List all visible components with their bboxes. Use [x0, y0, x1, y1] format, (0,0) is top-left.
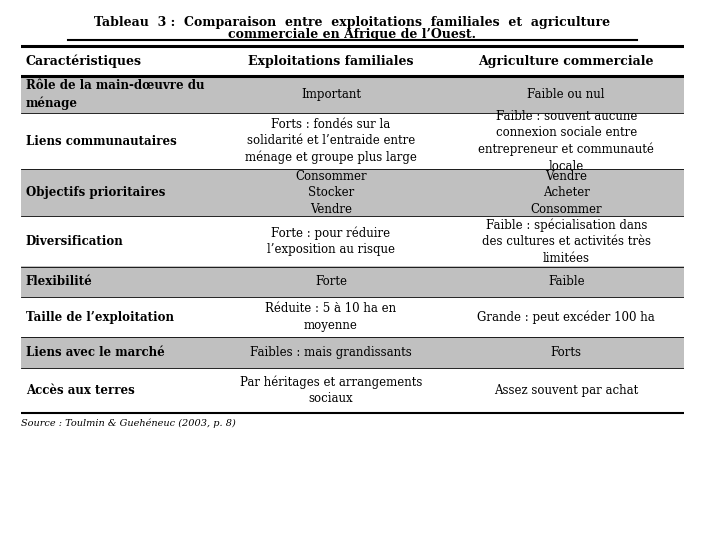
Text: Consommer
Stocker
Vendre: Consommer Stocker Vendre: [295, 170, 367, 216]
Text: Faible: Faible: [548, 276, 584, 288]
Text: Rôle de la main-dœuvre du
ménage: Rôle de la main-dœuvre du ménage: [26, 79, 204, 110]
Text: Source : Toulmin & Guehéneuc (2003, p. 8): Source : Toulmin & Guehéneuc (2003, p. 8…: [21, 419, 236, 429]
Text: Assez souvent par achat: Assez souvent par achat: [494, 384, 638, 397]
Text: Forts: Forts: [551, 346, 582, 359]
Text: Forts : fondés sur la
solidarité et l’entraide entre
ménage et groupe plus large: Forts : fondés sur la solidarité et l’en…: [245, 118, 417, 165]
Text: Taille de l’exploitation: Taille de l’exploitation: [26, 311, 174, 324]
Text: Caractéristiques: Caractéristiques: [26, 54, 142, 68]
Bar: [21, 76, 684, 113]
Text: Agriculture commerciale: Agriculture commerciale: [479, 55, 654, 68]
Text: Par héritages et arrangements
sociaux: Par héritages et arrangements sociaux: [240, 375, 422, 405]
Text: Grande : peut excéder 100 ha: Grande : peut excéder 100 ha: [477, 310, 655, 324]
Text: Réduite : 5 à 10 ha en
moyenne: Réduite : 5 à 10 ha en moyenne: [265, 302, 396, 332]
Text: Faible : spécialisation dans
des cultures et activités très
limitées: Faible : spécialisation dans des culture…: [482, 218, 651, 265]
Text: Tableau  3 :  Comparaison  entre  exploitations  familiales  et  agriculture: Tableau 3 : Comparaison entre exploitati…: [94, 16, 611, 29]
Text: Accès aux terres: Accès aux terres: [26, 384, 135, 397]
Text: Forte : pour réduire
l’exposition au risque: Forte : pour réduire l’exposition au ris…: [267, 227, 395, 256]
Text: Vendre
Acheter
Consommer: Vendre Acheter Consommer: [530, 170, 602, 216]
Text: Faible ou nul: Faible ou nul: [527, 88, 605, 101]
Text: Diversification: Diversification: [26, 235, 123, 248]
Text: Important: Important: [301, 88, 361, 101]
Text: Objectifs prioritaires: Objectifs prioritaires: [26, 187, 165, 199]
Bar: [21, 266, 684, 297]
Bar: [21, 337, 684, 368]
Text: Liens communautaires: Liens communautaires: [26, 135, 176, 148]
Text: Flexibilité: Flexibilité: [26, 276, 92, 288]
Text: Faibles : mais grandissants: Faibles : mais grandissants: [250, 346, 412, 359]
Text: Faible : souvent aucune
connexion sociale entre
entrepreneur et communauté
local: Faible : souvent aucune connexion social…: [478, 110, 654, 173]
Text: commerciale en Afrique de l’Ouest.: commerciale en Afrique de l’Ouest.: [228, 28, 477, 41]
Bar: [21, 169, 684, 216]
Text: Exploitations familiales: Exploitations familiales: [248, 55, 414, 68]
Text: Liens avec le marché: Liens avec le marché: [26, 346, 164, 359]
Text: Forte: Forte: [315, 276, 347, 288]
